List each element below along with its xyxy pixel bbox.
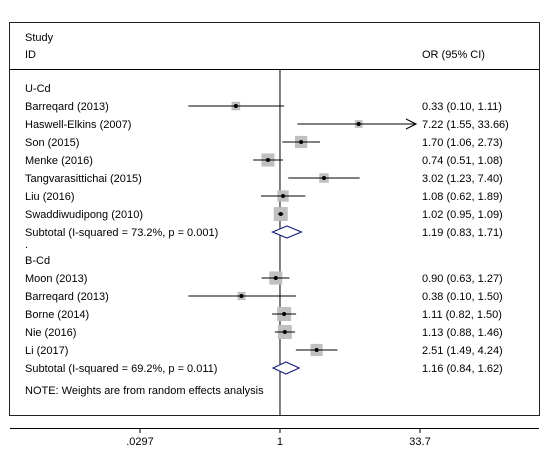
study-label: Liu (2016) bbox=[25, 191, 75, 203]
study-point bbox=[273, 276, 278, 280]
study-point bbox=[278, 212, 283, 216]
study-ci-text: 1.02 (0.95, 1.09) bbox=[422, 209, 503, 221]
header-or-ci: OR (95% CI) bbox=[422, 49, 485, 61]
study-point bbox=[321, 176, 326, 180]
study-point bbox=[281, 194, 286, 198]
study-label: Haswell-Elkins (2007) bbox=[25, 119, 131, 131]
study-ci-text: 3.02 (1.23, 7.40) bbox=[422, 173, 503, 185]
study-point bbox=[314, 348, 319, 352]
study-label: Moon (2013) bbox=[25, 273, 87, 285]
study-label: Menke (2016) bbox=[25, 155, 93, 167]
group-separator: . bbox=[25, 239, 28, 251]
study-ci-text: 0.74 (0.51, 1.08) bbox=[422, 155, 503, 167]
study-ci-text: 2.51 (1.49, 4.24) bbox=[422, 345, 503, 357]
study-ci-text: 7.22 (1.55, 33.66) bbox=[422, 119, 509, 131]
study-label: Borne (2014) bbox=[25, 309, 89, 321]
study-point bbox=[356, 122, 361, 126]
study-ci-text: 1.08 (0.62, 1.89) bbox=[422, 191, 503, 203]
subtotal-diamond bbox=[271, 361, 301, 375]
note-text: NOTE: Weights are from random effects an… bbox=[25, 385, 264, 397]
study-point bbox=[239, 294, 244, 298]
study-ci-text: 1.70 (1.06, 2.73) bbox=[422, 137, 503, 149]
study-ci-text: 1.11 (0.82, 1.50) bbox=[422, 309, 502, 321]
forest-rows: U-Cd Barreqard (2013) 0.33 (0.10, 1.11) Has… bbox=[25, 70, 509, 415]
subtotal-diamond bbox=[271, 225, 303, 239]
study-label: Li (2017) bbox=[25, 345, 68, 357]
subtotal-label: Subtotal (I-squared = 73.2%, p = 0.001) bbox=[25, 227, 218, 239]
study-label: Tangvarasittichai (2015) bbox=[25, 173, 142, 185]
x-axis: .0297 1 33.7 bbox=[10, 428, 539, 448]
study-point bbox=[233, 104, 238, 108]
study-label: Barreqard (2013) bbox=[25, 291, 109, 303]
x-tick-label: .0297 bbox=[126, 436, 154, 448]
study-label: Swaddiwudipong (2010) bbox=[25, 209, 143, 221]
subtotal-ci-text: 1.19 (0.83, 1.71) bbox=[422, 227, 503, 239]
study-ci-text: 1.13 (0.88, 1.46) bbox=[422, 327, 503, 339]
study-ci-text: 0.90 (0.63, 1.27) bbox=[422, 273, 503, 285]
study-point bbox=[282, 312, 287, 316]
subtotal-ci-text: 1.16 (0.84, 1.62) bbox=[422, 363, 503, 375]
header-id: ID bbox=[25, 49, 36, 61]
study-label: Barreqard (2013) bbox=[25, 101, 109, 113]
study-point bbox=[299, 140, 304, 144]
x-tick-label: 1 bbox=[277, 436, 283, 448]
header-study: Study bbox=[25, 32, 54, 44]
study-point bbox=[265, 158, 270, 162]
group-label: U-Cd bbox=[25, 83, 51, 95]
study-point bbox=[282, 330, 287, 334]
study-ci-text: 0.38 (0.10, 1.50) bbox=[422, 291, 503, 303]
study-label: Son (2015) bbox=[25, 137, 79, 149]
group-label: B-Cd bbox=[25, 255, 50, 267]
study-ci-text: 0.33 (0.10, 1.11) bbox=[422, 101, 502, 113]
study-label: Nie (2016) bbox=[25, 327, 76, 339]
subtotal-label: Subtotal (I-squared = 69.2%, p = 0.011) bbox=[25, 363, 217, 375]
ci-arrow bbox=[405, 118, 418, 130]
x-tick-label: 33.7 bbox=[409, 436, 430, 448]
